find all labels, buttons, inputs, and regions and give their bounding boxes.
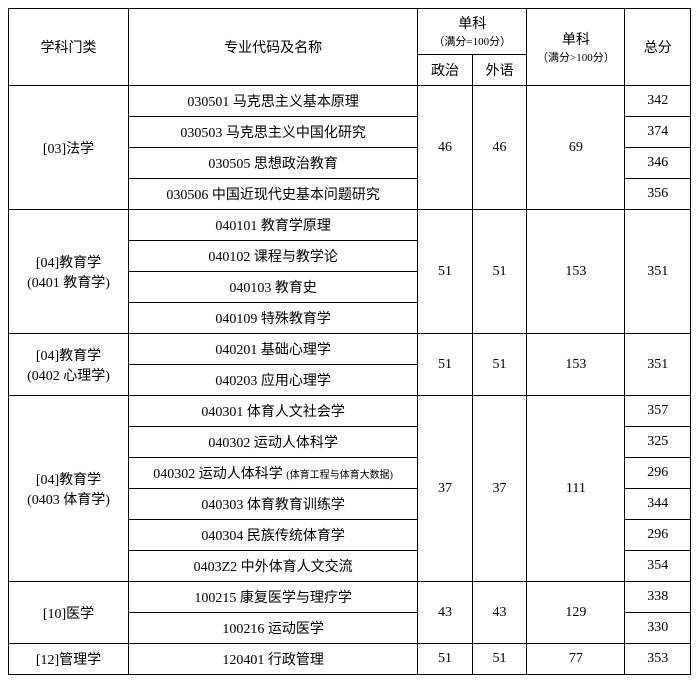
table-row: [12]管理学120401 行政管理515177353 bbox=[9, 644, 691, 675]
cell-politics: 51 bbox=[418, 210, 473, 334]
header-single1: 单科 （满分=100分） bbox=[418, 9, 527, 55]
cell-major: 0403Z2 中外体育人文交流 bbox=[129, 551, 418, 582]
cell-total: 338 bbox=[625, 582, 691, 613]
header-politics: 政治 bbox=[418, 55, 473, 86]
table-row: [04]教育学(0402 心理学)040201 基础心理学5151153351 bbox=[9, 334, 691, 365]
cell-single2: 69 bbox=[527, 86, 625, 210]
cell-foreign: 51 bbox=[472, 644, 527, 675]
cell-major: 030503 马克思主义中国化研究 bbox=[129, 117, 418, 148]
table-header: 学科门类 专业代码及名称 单科 （满分=100分） 单科 （满分>100分） 总… bbox=[9, 9, 691, 86]
cell-major: 030505 思想政治教育 bbox=[129, 148, 418, 179]
header-foreign: 外语 bbox=[472, 55, 527, 86]
cell-major: 040103 教育史 bbox=[129, 272, 418, 303]
cell-major: 040302 运动人体科学 bbox=[129, 427, 418, 458]
cell-single2: 153 bbox=[527, 210, 625, 334]
cell-major: 040102 课程与教学论 bbox=[129, 241, 418, 272]
cell-total: 351 bbox=[625, 210, 691, 334]
cell-total: 330 bbox=[625, 613, 691, 644]
cell-foreign: 46 bbox=[472, 86, 527, 210]
cell-single2: 111 bbox=[527, 396, 625, 582]
cell-major: 040304 民族传统体育学 bbox=[129, 520, 418, 551]
cell-politics: 51 bbox=[418, 334, 473, 396]
cell-foreign: 37 bbox=[472, 396, 527, 582]
cell-major: 040201 基础心理学 bbox=[129, 334, 418, 365]
table-row: [04]教育学(0401 教育学)040101 教育学原理5151153351 bbox=[9, 210, 691, 241]
header-major: 专业代码及名称 bbox=[129, 9, 418, 86]
cell-total: 342 bbox=[625, 86, 691, 117]
cell-major: 120401 行政管理 bbox=[129, 644, 418, 675]
cell-foreign: 51 bbox=[472, 334, 527, 396]
cell-major: 100215 康复医学与理疗学 bbox=[129, 582, 418, 613]
cell-total: 346 bbox=[625, 148, 691, 179]
cell-total: 296 bbox=[625, 458, 691, 489]
cell-total: 296 bbox=[625, 520, 691, 551]
cell-major: 100216 运动医学 bbox=[129, 613, 418, 644]
cell-total: 357 bbox=[625, 396, 691, 427]
cell-foreign: 43 bbox=[472, 582, 527, 644]
cell-single2: 129 bbox=[527, 582, 625, 644]
table-row: [04]教育学(0403 体育学)040301 体育人文社会学373711135… bbox=[9, 396, 691, 427]
cell-major: 040301 体育人文社会学 bbox=[129, 396, 418, 427]
table-body: [03]法学030501 马克思主义基本原理464669342030503 马克… bbox=[9, 86, 691, 675]
cell-category: [04]教育学(0402 心理学) bbox=[9, 334, 129, 396]
cell-total: 325 bbox=[625, 427, 691, 458]
cell-politics: 37 bbox=[418, 396, 473, 582]
cell-total: 374 bbox=[625, 117, 691, 148]
cell-major: 030506 中国近现代史基本问题研究 bbox=[129, 179, 418, 210]
cell-category: [04]教育学(0401 教育学) bbox=[9, 210, 129, 334]
cell-major: 040203 应用心理学 bbox=[129, 365, 418, 396]
table-row: [03]法学030501 马克思主义基本原理464669342 bbox=[9, 86, 691, 117]
cell-category: [04]教育学(0403 体育学) bbox=[9, 396, 129, 582]
cell-major: 040109 特殊教育学 bbox=[129, 303, 418, 334]
cell-major: 040303 体育教育训练学 bbox=[129, 489, 418, 520]
cell-total: 353 bbox=[625, 644, 691, 675]
header-single2: 单科 （满分>100分） bbox=[527, 9, 625, 86]
cell-category: [12]管理学 bbox=[9, 644, 129, 675]
cell-single2: 153 bbox=[527, 334, 625, 396]
header-total: 总分 bbox=[625, 9, 691, 86]
cell-category: [03]法学 bbox=[9, 86, 129, 210]
cell-category: [10]医学 bbox=[9, 582, 129, 644]
cell-total: 356 bbox=[625, 179, 691, 210]
cell-single2: 77 bbox=[527, 644, 625, 675]
table-row: [10]医学100215 康复医学与理疗学4343129338 bbox=[9, 582, 691, 613]
cell-foreign: 51 bbox=[472, 210, 527, 334]
cell-politics: 51 bbox=[418, 644, 473, 675]
cell-major: 040302 运动人体科学 (体育工程与体育大数据) bbox=[129, 458, 418, 489]
cell-politics: 46 bbox=[418, 86, 473, 210]
cell-major: 030501 马克思主义基本原理 bbox=[129, 86, 418, 117]
cell-total: 344 bbox=[625, 489, 691, 520]
cell-major: 040101 教育学原理 bbox=[129, 210, 418, 241]
cell-politics: 43 bbox=[418, 582, 473, 644]
score-table: 学科门类 专业代码及名称 单科 （满分=100分） 单科 （满分>100分） 总… bbox=[8, 8, 691, 675]
cell-total: 351 bbox=[625, 334, 691, 396]
header-category: 学科门类 bbox=[9, 9, 129, 86]
cell-total: 354 bbox=[625, 551, 691, 582]
